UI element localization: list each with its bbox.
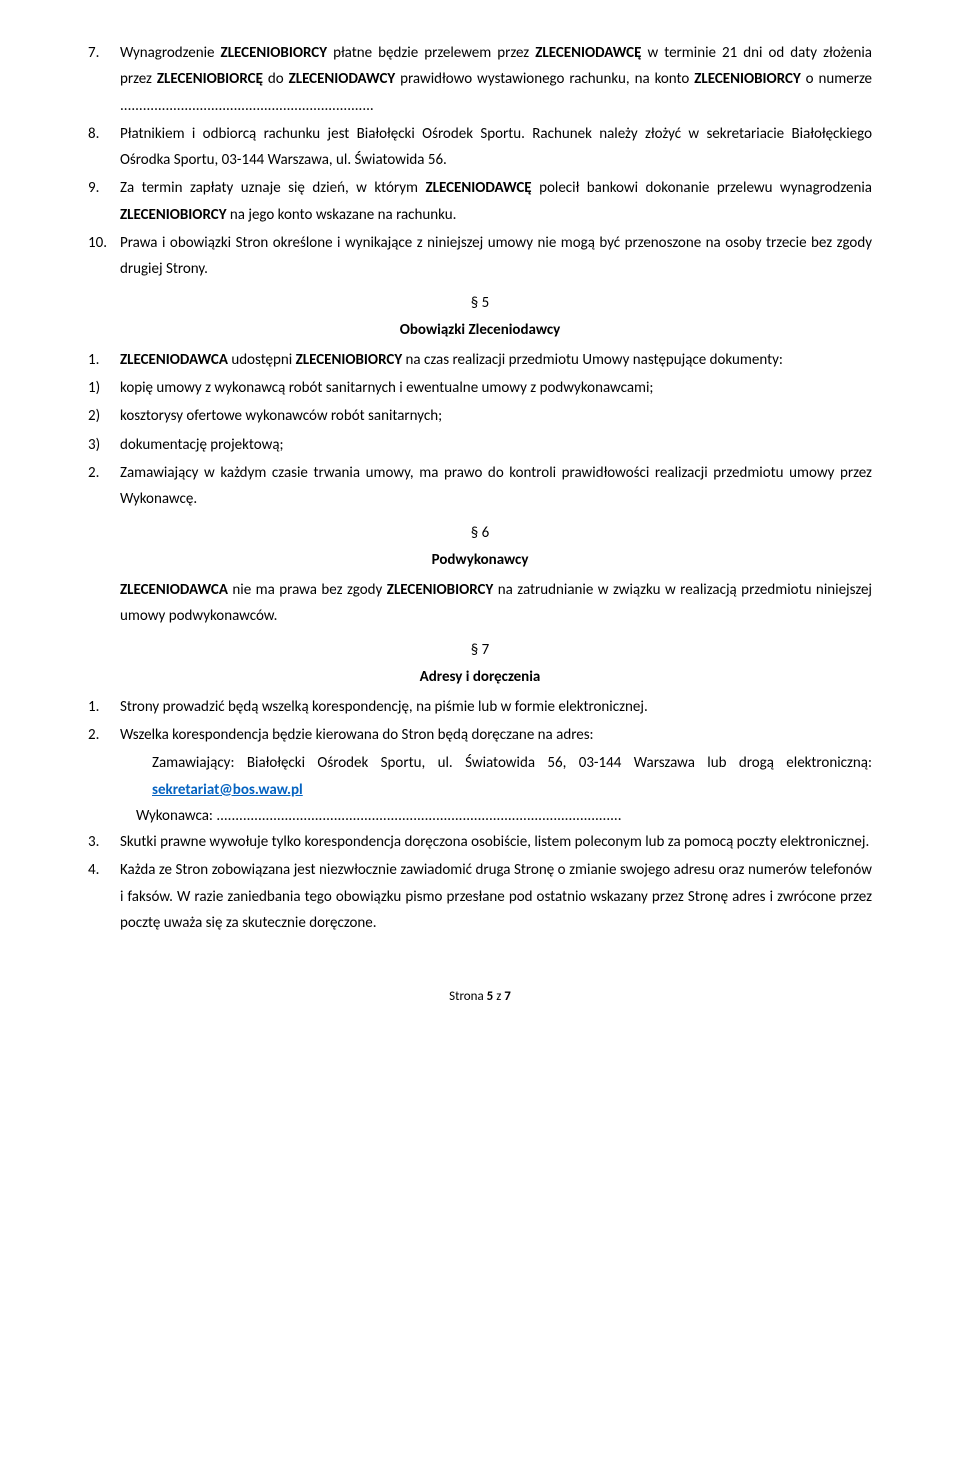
item-text: Zamawiający w każdym czasie trwania umow… <box>120 460 872 513</box>
item-text: Prawa i obowiązki Stron określone i wyni… <box>120 230 872 283</box>
s7-item-1: 1. Strony prowadzić będą wszelką korespo… <box>88 694 872 720</box>
item-number: 2. <box>88 460 120 513</box>
section-5-number: § 5 <box>88 290 872 316</box>
s5-subitem-3: 3) dokumentację projektową; <box>88 432 872 458</box>
item-number: 3) <box>88 432 120 458</box>
s7-address-zamawiajacy: Zamawiający: Białołęcki Ośrodek Sportu, … <box>152 750 872 803</box>
item-text: Wszelka korespondencja będzie kierowana … <box>120 722 872 748</box>
item-number: 3. <box>88 829 120 855</box>
footer-mid: z <box>493 989 504 1004</box>
item-10: 10. Prawa i obowiązki Stron określone i … <box>88 230 872 283</box>
item-text: Wynagrodzenie ZLECENIOBIORCY płatne będz… <box>120 40 872 119</box>
document-page: 7. Wynagrodzenie ZLECENIOBIORCY płatne b… <box>0 0 960 1049</box>
s5-subitem-1: 1) kopię umowy z wykonawcą robót sanitar… <box>88 375 872 401</box>
s5-subitem-2: 2) kosztorysy ofertowe wykonawców robót … <box>88 403 872 429</box>
section-7-title: Adresy i doręczenia <box>88 664 872 690</box>
footer-prefix: Strona <box>449 989 487 1004</box>
s7-item-2: 2. Wszelka korespondencja będzie kierowa… <box>88 722 872 748</box>
item-number: 1. <box>88 347 120 373</box>
item-text: Skutki prawne wywołuje tylko koresponden… <box>120 829 872 855</box>
s7-item-3: 3. Skutki prawne wywołuje tylko korespon… <box>88 829 872 855</box>
item-text: dokumentację projektową; <box>120 432 872 458</box>
item-number: 8. <box>88 121 120 174</box>
item-text: Płatnikiem i odbiorcą rachunku jest Biał… <box>120 121 872 174</box>
item-text: kosztorysy ofertowe wykonawców robót san… <box>120 403 872 429</box>
page-footer: Strona 5 z 7 <box>88 986 872 1009</box>
item-number: 1) <box>88 375 120 401</box>
item-text: Strony prowadzić będą wszelką koresponde… <box>120 694 872 720</box>
item-number: 10. <box>88 230 120 283</box>
section-6-title: Podwykonawcy <box>88 547 872 573</box>
footer-page-total: 7 <box>504 989 511 1004</box>
item-number: 2. <box>88 722 120 748</box>
section-5-title: Obowiązki Zleceniodawcy <box>88 317 872 343</box>
s5-item-2: 2. Zamawiający w każdym czasie trwania u… <box>88 460 872 513</box>
s7-item-4: 4. Każda ze Stron zobowiązana jest niezw… <box>88 857 872 936</box>
item-9: 9. Za termin zapłaty uznaje się dzień, w… <box>88 175 872 228</box>
item-number: 2) <box>88 403 120 429</box>
s5-item-1: 1. ZLECENIODAWCA udostępni ZLECENIOBIORC… <box>88 347 872 373</box>
s6-paragraph: ZLECENIODAWCA nie ma prawa bez zgody ZLE… <box>120 577 872 630</box>
item-8: 8. Płatnikiem i odbiorcą rachunku jest B… <box>88 121 872 174</box>
section-7-number: § 7 <box>88 637 872 663</box>
item-number: 4. <box>88 857 120 936</box>
item-text: kopię umowy z wykonawcą robót sanitarnyc… <box>120 375 872 401</box>
item-number: 1. <box>88 694 120 720</box>
item-text: Każda ze Stron zobowiązana jest niezwłoc… <box>120 857 872 936</box>
item-number: 9. <box>88 175 120 228</box>
item-number: 7. <box>88 40 120 119</box>
address-text: Zamawiający: Białołęcki Ośrodek Sportu, … <box>152 754 872 772</box>
section-6-number: § 6 <box>88 520 872 546</box>
s7-address-wykonawca: Wykonawca: .............................… <box>136 803 872 829</box>
email-link[interactable]: sekretariat@bos.waw.pl <box>152 781 303 799</box>
item-text: ZLECENIODAWCA udostępni ZLECENIOBIORCY n… <box>120 347 872 373</box>
item-text: Za termin zapłaty uznaje się dzień, w kt… <box>120 175 872 228</box>
item-7: 7. Wynagrodzenie ZLECENIOBIORCY płatne b… <box>88 40 872 119</box>
